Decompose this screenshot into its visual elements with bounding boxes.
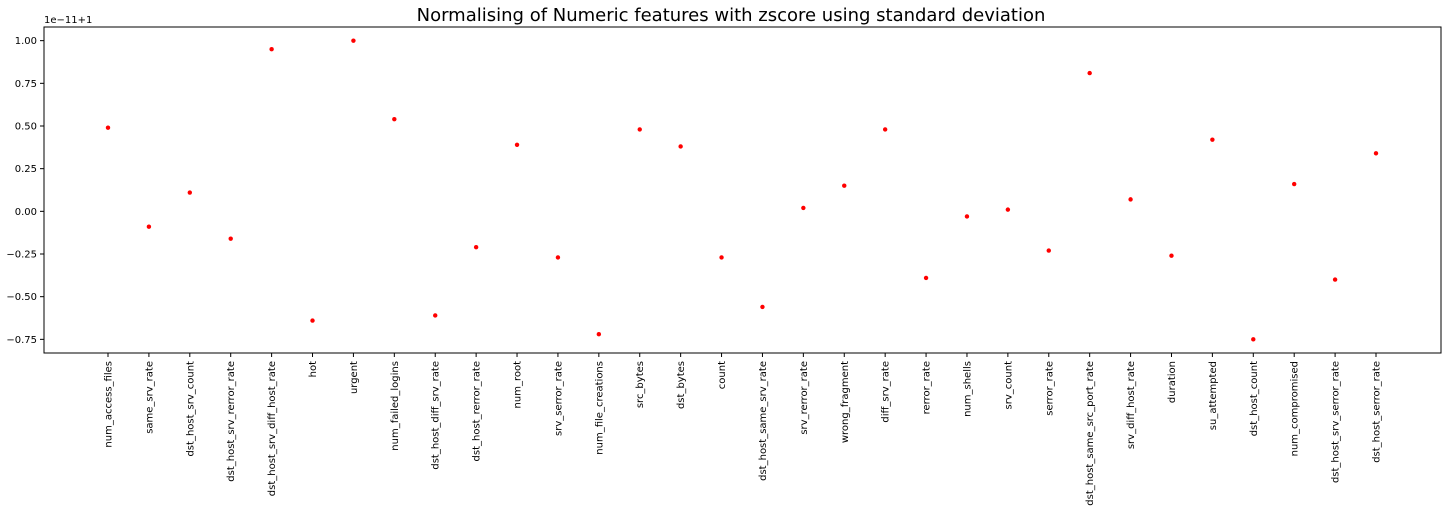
data-point [1332,277,1338,282]
x-tick-label: su_attempted [1208,361,1219,430]
y-tick-label: −0.25 [6,250,37,261]
data-point [964,214,970,219]
data-point [1128,197,1133,202]
y-axis-offset-label: 1e−11+1 [44,15,92,26]
data-point [310,318,315,323]
x-tick-label: dst_host_srv_count [185,361,196,457]
x-tick-label: hot [308,361,319,377]
y-tick-label: −0.50 [6,292,37,303]
y-tick-label: 0.25 [15,164,37,175]
x-tick-label: dst_host_srv_diff_host_rate [267,361,278,496]
x-tick-label: rerror_rate [922,361,933,414]
x-tick-label: serror_rate [1044,361,1055,416]
x-tick-label: num_access_files [104,361,115,448]
x-tick-label: srv_count [1003,361,1014,410]
data-point [555,255,561,260]
x-tick-label: dst_bytes [676,361,687,409]
data-point [923,275,929,281]
x-tick-label: srv_serror_rate [553,361,564,436]
x-tick-label: dst_host_serror_rate [1372,361,1383,463]
y-tick-label: 0.50 [15,121,37,132]
x-tick-label: num_compromised [1290,361,1301,456]
data-point [1005,207,1011,212]
data-point [433,313,438,318]
data-point [351,38,356,43]
plot-area-frame [43,26,1442,354]
chart-title: Normalising of Numeric features with zsc… [417,5,1046,26]
data-point [392,116,397,122]
data-point [801,205,806,211]
data-point [1046,248,1051,253]
x-tick-label: dst_host_diff_srv_rate [431,361,442,470]
y-tick-label: −0.75 [6,335,37,346]
x-tick-label: dst_host_same_srv_rate [758,361,769,481]
x-tick-label: dst_host_count [1249,361,1260,436]
x-tick-label: src_bytes [635,361,646,408]
x-tick-label: diff_srv_rate [881,361,892,423]
y-axis: −0.75 −0.50 −0.25 0.00 0.25 0.50 0.75 1.00 [6,36,44,346]
y-tick-label: 1.00 [15,36,37,47]
data-point [1210,137,1215,142]
data-point [146,224,152,229]
x-tick-label: srv_rerror_rate [799,361,810,435]
y-tick-label: 0.75 [15,79,37,90]
data-point [596,332,602,337]
data-point [882,127,888,132]
x-tick-label: dst_host_same_src_port_rate [1085,361,1096,506]
x-tick-label: wrong_fragment [840,361,851,443]
data-point [105,125,111,130]
x-tick-label: num_shells [962,361,973,417]
y-tick-label: 0.00 [15,207,37,218]
data-point [1291,181,1297,187]
x-tick-label: urgent [349,361,360,394]
x-axis: num_access_files same_srv_rate dst_host_sr… [104,353,1383,506]
data-point [1087,70,1092,76]
data-point [1373,151,1379,156]
data-point [842,183,847,188]
x-tick-label: num_file_creations [594,361,605,455]
x-tick-label: duration [1167,361,1178,403]
data-point [473,244,479,250]
x-tick-label: dst_host_srv_serror_rate [1331,361,1342,483]
data-point [187,190,193,195]
data-point [719,255,724,260]
x-tick-label: dst_host_rerror_rate [472,361,483,461]
x-tick-label: same_srv_rate [144,361,155,434]
data-point [514,142,520,147]
data-point [1169,253,1174,258]
data-points [105,38,1379,342]
data-point [637,127,642,132]
data-point [678,144,683,149]
data-point [1251,337,1256,342]
x-tick-label: srv_diff_host_rate [1126,361,1137,449]
data-point [228,236,233,241]
data-point [760,304,765,310]
x-tick-label: num_failed_logins [390,361,401,451]
x-tick-label: num_root [513,361,524,409]
x-tick-label: dst_host_srv_rerror_rate [226,361,237,482]
x-tick-label: count [717,361,728,389]
data-point [269,46,274,52]
